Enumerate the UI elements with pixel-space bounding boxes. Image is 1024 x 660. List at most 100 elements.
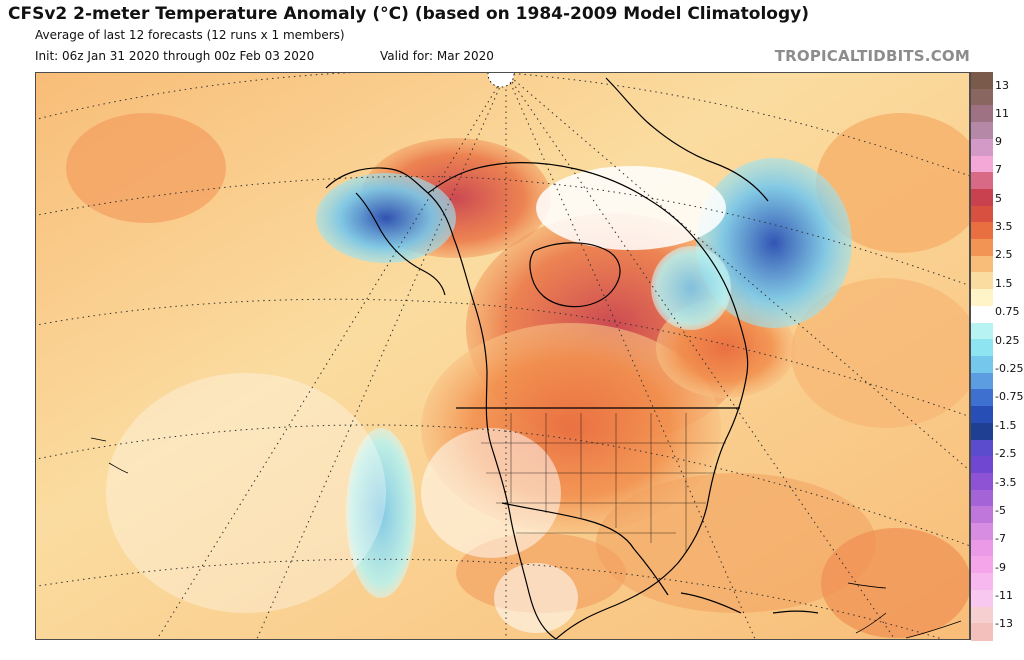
legend-label: 0.75 xyxy=(995,305,1020,318)
legend-swatch xyxy=(971,289,993,308)
us-mexico-border xyxy=(501,502,635,550)
legend-swatch xyxy=(971,489,993,508)
legend-label: -11 xyxy=(995,589,1013,602)
islands xyxy=(90,437,962,639)
legend-label: 7 xyxy=(995,163,1002,176)
warm-blob-gulf xyxy=(596,473,876,613)
map-svg xyxy=(36,73,969,639)
color-legend: 13 11 9 7 5 3.5 2.5 1.5 0.75 0.25 -0.25 -0.75 -1.5 -2… xyxy=(970,72,1024,642)
valid-time: Valid for: Mar 2020 xyxy=(380,49,494,63)
legend-swatch xyxy=(971,422,993,441)
legend-swatch xyxy=(971,138,993,157)
legend-swatch xyxy=(971,506,993,525)
warm-blob-caribbean xyxy=(821,528,969,638)
legend-swatch xyxy=(971,339,993,358)
island-line xyxy=(90,437,107,442)
alaska-panhandle-line xyxy=(355,192,446,296)
island-line xyxy=(108,462,129,474)
legend-label: 9 xyxy=(995,135,1002,148)
coastlines xyxy=(325,77,819,639)
graticule-line xyxy=(36,424,969,547)
legend-swatch xyxy=(971,623,993,642)
legend-swatch xyxy=(971,372,993,391)
legend-swatch xyxy=(971,556,993,575)
state-lines xyxy=(481,413,726,553)
legend-label: 0.25 xyxy=(995,334,1020,347)
legend-swatch xyxy=(971,472,993,491)
graticule-line xyxy=(36,298,969,417)
legend-swatch xyxy=(971,589,993,608)
legend-swatch xyxy=(971,523,993,542)
warm-blob-mid-atlantic xyxy=(791,278,969,428)
map-title: CFSv2 2-meter Temperature Anomaly (°C) (… xyxy=(8,4,809,24)
cold-blob-labrador xyxy=(651,246,731,330)
legend-swatch xyxy=(971,155,993,174)
neutral-blob-east-pacific xyxy=(106,373,386,613)
cuba-line xyxy=(680,592,742,614)
island-line xyxy=(847,582,887,589)
legend-label: -0.25 xyxy=(995,362,1024,375)
north-pole-marker xyxy=(487,73,515,88)
cold-blob-pacific-coast xyxy=(346,428,416,598)
cold-blob-alaska xyxy=(316,173,456,263)
neutral-blob-southwest-us xyxy=(421,428,561,558)
legend-swatch xyxy=(971,539,993,558)
map-subtitle: Average of last 12 forecasts (12 runs x … xyxy=(35,28,345,42)
neutral-blob-baja xyxy=(494,563,578,633)
legend-label: -7 xyxy=(995,532,1006,545)
credit-text: TROPICALTIDBITS.COM xyxy=(774,47,970,65)
graticule-line xyxy=(256,73,507,639)
legend-label: -1.5 xyxy=(995,419,1017,432)
east-coast-line xyxy=(427,162,749,639)
legend-swatch xyxy=(971,239,993,258)
legend-swatch xyxy=(971,456,993,475)
legend-label: 11 xyxy=(995,107,1009,120)
legend-swatch xyxy=(971,305,993,324)
gulf-coast-line xyxy=(633,548,669,596)
legend-swatch xyxy=(971,406,993,425)
legend-label: 1.5 xyxy=(995,277,1013,290)
legend-label: -9 xyxy=(995,561,1006,574)
legend-swatch xyxy=(971,272,993,291)
graticule-line xyxy=(36,73,969,177)
island-line xyxy=(905,620,962,639)
legend-swatch xyxy=(971,88,993,107)
legend-bar xyxy=(970,72,993,642)
warm-blob-pacific-nw xyxy=(66,113,226,223)
legend-swatch xyxy=(971,188,993,207)
legend-label: 2.5 xyxy=(995,248,1013,261)
legend-label: -2.5 xyxy=(995,447,1017,460)
graticule-line xyxy=(156,73,507,639)
legend-label: 3.5 xyxy=(995,220,1013,233)
legend-swatch xyxy=(971,72,993,90)
legend-label: -5 xyxy=(995,504,1006,517)
init-time: Init: 06z Jan 31 2020 through 00z Feb 03… xyxy=(35,49,315,63)
legend-label: -13 xyxy=(995,617,1013,630)
legend-swatch xyxy=(971,356,993,374)
polar-marker xyxy=(487,73,515,88)
legend-swatch xyxy=(971,389,993,408)
graticule-line xyxy=(36,175,969,286)
hispaniola-line xyxy=(772,610,819,614)
legend-swatch xyxy=(971,606,993,625)
legend-swatch xyxy=(971,122,993,141)
greenland-line xyxy=(605,77,769,202)
legend-swatch xyxy=(971,205,993,224)
header: CFSv2 2-meter Temperature Anomaly (°C) (… xyxy=(0,0,1024,72)
legend-swatch xyxy=(971,255,993,274)
cold-blob-north-atlantic xyxy=(696,158,852,328)
west-coast-line xyxy=(325,167,557,639)
graticule xyxy=(36,73,969,639)
legend-label: -3.5 xyxy=(995,476,1017,489)
anomaly-map xyxy=(35,72,970,640)
legend-swatch xyxy=(971,105,993,124)
island-line xyxy=(855,612,887,634)
legend-label: 13 xyxy=(995,79,1009,92)
neutral-blob-arctic xyxy=(536,166,726,250)
legend-swatch xyxy=(971,222,993,241)
warm-blob-north-atlantic xyxy=(816,113,969,253)
graticule-line xyxy=(505,73,756,639)
hudson-bay-outline xyxy=(529,242,621,308)
legend-label: 5 xyxy=(995,192,1002,205)
